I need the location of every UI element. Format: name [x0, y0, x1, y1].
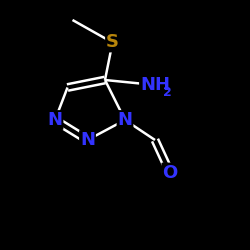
Text: 2: 2 [163, 86, 172, 99]
Text: N: N [48, 111, 62, 129]
Text: N: N [118, 111, 132, 129]
Text: NH: NH [140, 76, 170, 94]
Text: S: S [106, 34, 119, 52]
Text: O: O [162, 164, 178, 182]
Text: N: N [80, 131, 95, 149]
